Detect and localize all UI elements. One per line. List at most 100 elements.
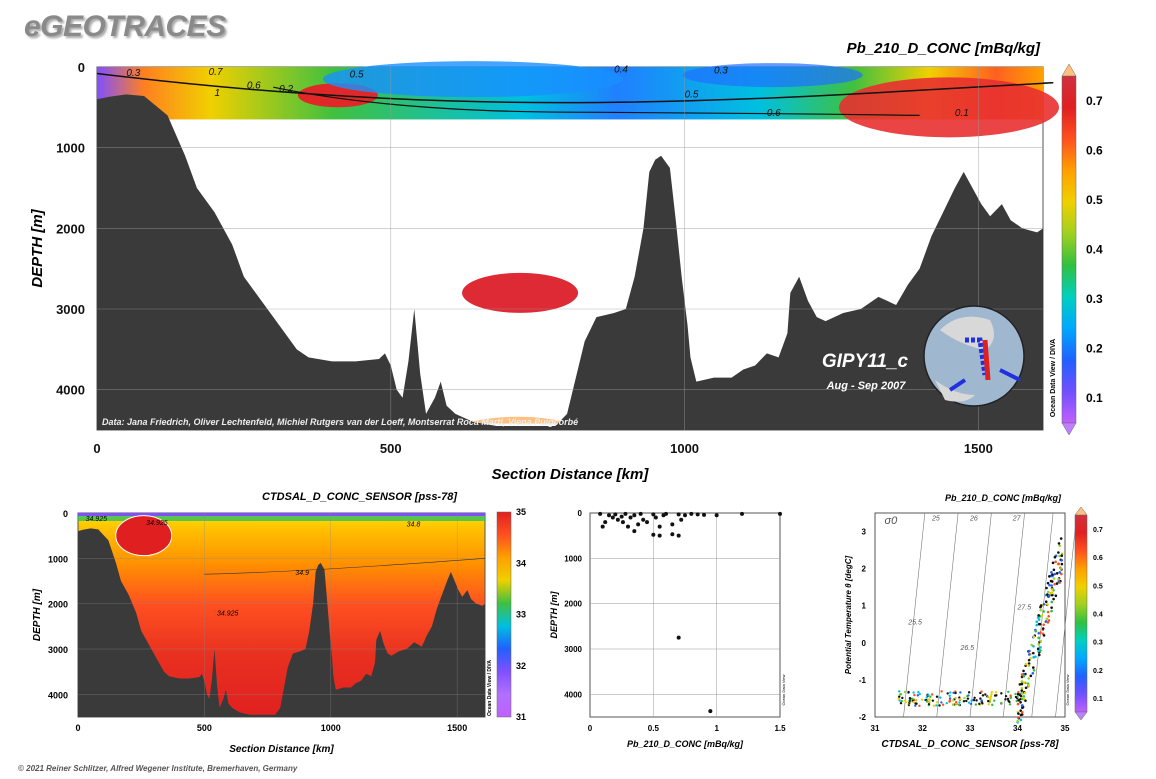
ts-point <box>1053 555 1057 559</box>
ts-point <box>1039 608 1042 612</box>
pb210-contour-label: 0.3 <box>126 68 140 79</box>
ts-y-axis-label: Potential Temperature θ [degC] <box>844 555 853 674</box>
ts-point <box>938 696 942 699</box>
ts-point <box>915 699 918 702</box>
ts-point <box>986 695 990 699</box>
pb210-y-tick-label: 4000 <box>56 383 85 398</box>
ts-point <box>1052 597 1055 601</box>
depth-scatter-point <box>600 524 605 529</box>
pb210-contour-label: 0.5 <box>350 69 364 80</box>
ts-point <box>1018 683 1022 686</box>
ts-point <box>1000 702 1003 705</box>
ts-point <box>1022 696 1026 700</box>
ts-isopycnal-label: 25 <box>931 515 940 522</box>
inset-map-land <box>935 380 975 402</box>
ts-point <box>966 697 970 700</box>
ts-point <box>981 694 985 697</box>
salinity-x-tick-label: 1500 <box>447 723 467 733</box>
depth-scatter-point <box>676 512 681 517</box>
ts-point <box>980 699 983 702</box>
ts-point <box>1046 581 1050 585</box>
ts-point <box>898 695 901 698</box>
ts-point <box>914 704 917 707</box>
salinity-contour-label: 34.925 <box>146 520 168 527</box>
ts-point <box>898 690 901 693</box>
depth-scatter-point <box>636 522 641 527</box>
ts-point <box>1027 658 1031 662</box>
depth-scatter-point <box>638 511 643 516</box>
ts-point <box>1020 673 1024 676</box>
ts-point <box>1037 649 1040 653</box>
pb210-watermark: Ocean Data View / DIVA <box>1050 339 1057 417</box>
ts-colorbar-tick: 0.7 <box>1093 527 1103 534</box>
ts-y-tick-label: 3 <box>862 528 867 537</box>
ts-point <box>946 692 949 695</box>
ts-point <box>1036 616 1040 619</box>
ts-point <box>1027 653 1031 656</box>
depth-scatter-x-axis-label: Pb_210_D_CONC [mBq/kg] <box>627 739 744 749</box>
ts-isopycnal <box>936 512 959 718</box>
ts-point <box>1016 719 1019 723</box>
ts-point <box>935 701 939 704</box>
depth-scatter-point <box>664 511 668 516</box>
ts-point <box>1048 583 1051 587</box>
ts-point <box>1050 600 1054 604</box>
ts-point <box>987 703 990 706</box>
pb210-low-patch <box>682 63 863 88</box>
pb210-contour-label: 0.5 <box>685 90 699 101</box>
ts-point <box>930 693 934 696</box>
ts-point <box>958 698 962 701</box>
ts-colorbar-cap-top <box>1074 506 1088 516</box>
salinity-contour <box>204 558 486 575</box>
depth-scatter-point <box>657 524 662 529</box>
ts-point <box>1054 594 1058 598</box>
ts-point <box>928 701 931 704</box>
ts-point <box>1027 664 1031 667</box>
ts-point <box>1051 561 1055 565</box>
ts-point <box>1045 586 1048 590</box>
ts-point <box>1057 577 1060 581</box>
ts-point <box>1046 610 1050 614</box>
ts-point <box>903 690 907 694</box>
ts-point <box>928 698 931 702</box>
depth-scatter-point <box>714 513 719 518</box>
ts-y-tick-label: 1 <box>862 602 867 611</box>
ts-isopycnal <box>1002 512 1025 718</box>
ts-point <box>1040 614 1044 617</box>
ts-point <box>897 697 900 700</box>
pb210-low-patch <box>323 61 624 98</box>
pb210-deep-patch <box>462 272 579 313</box>
ts-point <box>1024 699 1027 702</box>
ts-point <box>901 696 904 700</box>
ts-isopycnal-label: 26 <box>969 515 978 522</box>
ts-y-tick-label: -1 <box>859 676 867 685</box>
ts-point <box>932 704 936 708</box>
ts-point <box>952 691 955 694</box>
ts-colorbar-tick: 0.5 <box>1093 583 1103 590</box>
ts-point <box>1014 692 1017 696</box>
ts-isopycnal-label: 27.5 <box>1017 604 1032 611</box>
ts-point <box>1036 647 1040 651</box>
ts-point <box>991 703 994 707</box>
ts-point <box>1007 690 1010 694</box>
pb210-contour <box>273 86 920 116</box>
depth-scatter-point <box>653 515 658 520</box>
salinity-x-tick-label: 0 <box>75 723 80 733</box>
ts-point <box>1032 644 1035 648</box>
ts-point <box>1004 698 1007 701</box>
ts-point <box>1050 593 1054 597</box>
ts-point <box>984 693 987 696</box>
ts-point <box>1035 623 1039 627</box>
ts-point <box>979 697 982 700</box>
ts-point <box>908 697 912 700</box>
pb210-contour-label: 0.2 <box>279 84 293 95</box>
ts-point <box>1051 573 1054 576</box>
depth-scatter-point <box>740 511 744 516</box>
ts-point <box>1042 602 1046 606</box>
depth-scatter-point <box>615 517 620 522</box>
ts-point <box>1054 560 1057 564</box>
ts-point <box>1052 568 1056 572</box>
pb210-data-credit: Data: Jana Friedrich, Oliver Lechtenfeld… <box>102 417 578 427</box>
inset-map-track <box>948 368 1021 392</box>
pb210-x-tick-label: 500 <box>380 441 402 456</box>
